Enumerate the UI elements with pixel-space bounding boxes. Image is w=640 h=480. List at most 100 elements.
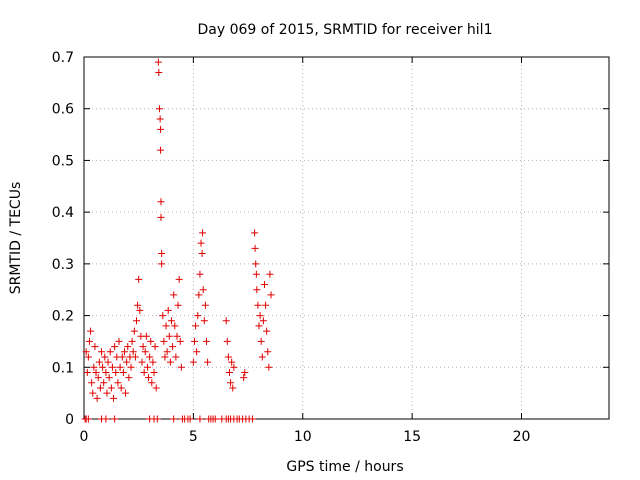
data-point <box>229 384 237 392</box>
data-point <box>194 312 202 320</box>
data-point <box>263 327 271 335</box>
data-point <box>135 275 143 283</box>
data-point <box>114 379 122 387</box>
x-tick-labels: 0 5 10 15 20 <box>80 429 531 445</box>
data-point <box>148 379 156 387</box>
data-point <box>84 353 92 361</box>
data-point <box>172 353 180 361</box>
data-point <box>177 363 185 371</box>
x-tick-label: 5 <box>189 429 198 445</box>
data-point <box>154 58 162 66</box>
axis-ticks <box>83 56 609 420</box>
data-point <box>107 384 115 392</box>
data-point <box>134 301 142 309</box>
data-point <box>84 415 92 423</box>
data-point <box>102 368 110 376</box>
data-point <box>100 379 108 387</box>
data-point <box>106 348 114 356</box>
data-point <box>193 348 201 356</box>
data-point <box>104 358 112 366</box>
data-point <box>197 239 205 247</box>
data-point <box>155 69 163 77</box>
data-point <box>166 358 174 366</box>
data-point <box>108 363 116 371</box>
plot-frame <box>83 56 610 420</box>
data-point <box>204 358 212 366</box>
data-point <box>130 327 138 335</box>
data-point <box>195 291 203 299</box>
data-point <box>201 301 209 309</box>
data-point <box>171 322 179 330</box>
data-point <box>157 125 165 133</box>
data-point <box>162 322 170 330</box>
data-point <box>199 229 207 237</box>
data-point <box>125 374 133 382</box>
data-point <box>196 415 204 423</box>
data-point <box>158 260 166 268</box>
y-tick-labels: 0 0.1 0.2 0.3 0.4 0.5 0.6 0.7 <box>52 50 74 428</box>
data-point <box>129 348 137 356</box>
data-point <box>93 394 101 402</box>
data-point <box>98 348 105 356</box>
data-point <box>161 353 169 361</box>
data-point <box>96 384 104 392</box>
data-point <box>117 384 125 392</box>
y-tick-label: 0.1 <box>52 360 74 376</box>
data-point <box>257 337 265 345</box>
data-point <box>152 384 160 392</box>
data-point <box>174 301 182 309</box>
data-point <box>92 368 100 376</box>
data-point <box>190 337 198 345</box>
data-point <box>228 358 236 366</box>
data-point <box>150 368 158 376</box>
data-point <box>120 348 128 356</box>
data-point <box>230 363 238 371</box>
data-point <box>90 363 98 371</box>
data-point <box>124 343 132 351</box>
y-tick-label: 0.4 <box>52 205 74 221</box>
data-point <box>158 250 166 258</box>
y-tick-label: 0.5 <box>52 153 74 169</box>
data-point <box>139 343 147 351</box>
data-point <box>176 337 184 345</box>
data-point <box>103 389 111 397</box>
data-point <box>101 353 109 361</box>
data-point <box>146 353 154 361</box>
data-point <box>200 317 208 325</box>
data-point <box>83 368 91 376</box>
data-point <box>258 353 266 361</box>
data-point <box>95 358 103 366</box>
data-point <box>189 358 197 366</box>
data-point <box>149 358 157 366</box>
data-point <box>123 358 131 366</box>
data-point <box>127 363 135 371</box>
data-point <box>251 244 259 252</box>
data-point <box>192 322 200 330</box>
data-point <box>94 374 102 382</box>
x-axis-label: GPS time / hours <box>286 459 403 475</box>
x-tick-label: 0 <box>80 429 89 445</box>
data-point <box>173 332 181 340</box>
data-point <box>164 306 172 314</box>
data-point <box>186 415 194 423</box>
data-point <box>102 415 110 423</box>
data-point <box>153 415 161 423</box>
grid <box>84 56 609 419</box>
data-point <box>156 115 164 123</box>
data-point <box>119 368 127 376</box>
data-point <box>105 374 113 382</box>
data-point <box>131 353 139 361</box>
data-point <box>170 415 178 423</box>
data-point <box>227 379 235 387</box>
data-point <box>199 286 207 294</box>
data-point <box>248 415 256 423</box>
data-point <box>168 317 175 325</box>
data-point <box>264 348 272 356</box>
y-tick-label: 0 <box>65 412 74 428</box>
data-point <box>112 368 120 376</box>
y-tick-label: 0.7 <box>52 50 74 66</box>
data-point <box>157 198 165 206</box>
y-tick-label: 0.6 <box>52 102 74 118</box>
data-point <box>259 317 267 325</box>
y-axis-label: SRMTID / TECUs <box>8 182 24 295</box>
